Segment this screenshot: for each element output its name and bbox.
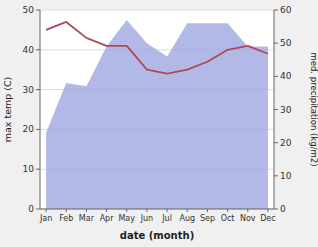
y2-tick [274,175,278,176]
y-tick [36,209,40,210]
x-tick-label: Jan [39,214,52,223]
x-axis-label: date (month) [120,230,194,241]
grid [40,10,274,209]
y2-tick [274,10,278,11]
x-tick-label: Oct [221,214,235,223]
y-tick [36,49,40,50]
x-tick-label: Jul [161,214,172,223]
y2-tick-label: 50 [280,38,292,48]
temperature-line [46,22,268,74]
x-tick-label: May [118,214,135,223]
y2-tick [274,142,278,143]
x-axis-line [40,209,274,210]
y2-axis-label: med. precipitation (kg/m2) [309,52,318,166]
y-axis-label: max temp (C) [2,77,13,143]
x-tick-label: Nov [240,214,256,223]
x-tick-label: Dec [260,214,275,223]
x-tick-label: Jun [140,214,154,223]
data [46,20,268,209]
y-axis-line [40,10,41,209]
y-tick [36,10,40,11]
grid-line [40,209,274,210]
y2-tick-label: 40 [280,71,292,81]
y2-axis-line [274,10,275,209]
plot-background [40,10,274,209]
y-tick-label: 20 [23,124,35,134]
x-tick-label: Sep [200,214,215,223]
x-tick-label: Feb [59,214,73,223]
y2-tick-label: 60 [280,5,292,15]
precipitation-area [46,20,268,209]
y2-tick-label: 0 [280,204,286,214]
y2-tick [274,109,278,110]
chart-container: 0 10 20 30 40 50 0 10 20 30 40 50 60 Jan Feb Mar AprMay J… [0,0,318,247]
y-tick-label: 30 [23,85,35,95]
grid-line [40,10,274,11]
y2-tick [274,43,278,44]
y-tick-label: 50 [23,5,35,15]
y-tick [36,89,40,90]
x-tick-label: Mar [79,214,95,223]
y-tick [36,169,40,170]
y2-tick [274,76,278,77]
axes: 0 10 20 30 40 50 0 10 20 30 40 50 60 Jan Feb Mar AprMay J… [23,5,292,223]
y2-tick [274,209,278,210]
y2-tick-label: 30 [280,105,292,115]
x-tick-label: Apr [100,214,115,223]
y-tick [36,129,40,130]
y-tick-label: 40 [23,45,35,55]
chart: 0 10 20 30 40 50 0 10 20 30 40 50 60 Jan Feb Mar AprMay J… [0,0,318,247]
y-tick-label: 10 [23,164,35,174]
y2-tick-label: 20 [280,138,292,148]
x-tick-label: Aug [179,214,195,223]
y-tick-label: 0 [28,204,34,214]
y2-tick-label: 10 [280,171,292,181]
